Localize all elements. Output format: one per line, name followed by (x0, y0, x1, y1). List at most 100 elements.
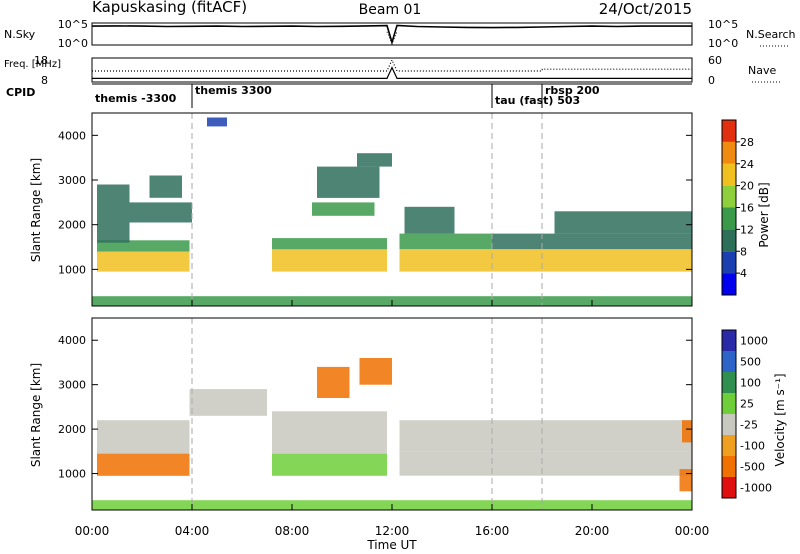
velocity-panel: 1000 2000 3000 4000 00:00 04:00 08:00 12:00 16:… (29, 317, 787, 552)
heatmap-cell-9 (399, 420, 692, 452)
y-tick-label: 3000 (58, 174, 86, 187)
power-colorbar-segment (722, 120, 736, 142)
velocity-colorbar-label: 500 (740, 356, 761, 369)
power-ylabel: Slant Range [km] (29, 158, 43, 262)
x-tick-label: 00:00 (675, 524, 710, 538)
velocity-background (92, 318, 692, 510)
heatmap-cell-4 (129, 202, 192, 223)
heatmap-cell-2 (97, 420, 190, 454)
heatmap-cell-5 (149, 175, 182, 198)
heatmap-cell-6 (317, 366, 350, 398)
heatmap-cell-9 (317, 166, 380, 198)
station-title: Kapuskasing (fitACF) (92, 0, 247, 16)
freq-series-2 (92, 58, 692, 72)
velocity-colorbar-label: Velocity [m s⁻¹] (773, 373, 787, 466)
heatmap-cell-4 (272, 453, 387, 476)
power-panel: 1000 2000 3000 4000 Slant Range [km] 4 8 12 16… (29, 112, 771, 307)
freq-right-label: Nave (748, 64, 776, 77)
power-colorbar-segment (722, 273, 736, 295)
velocity-colorbar-label: 25 (740, 398, 754, 411)
power-colorbar-segment (722, 163, 736, 186)
velocity-colorbar-frame (721, 329, 737, 499)
freq-left-tick-bottom: 8 (41, 74, 48, 87)
heatmap-cell-17 (207, 117, 227, 127)
cpid-entry: rbsp 200 (545, 84, 600, 97)
power-colorbar-label: 20 (740, 180, 754, 193)
power-colorbar-label: 28 (740, 136, 754, 149)
freq-frame (91, 57, 693, 83)
velocity-colorbar-segment (722, 330, 736, 351)
velocity-colorbar-label: -100 (740, 440, 765, 453)
noise-left-tick-top: 10^5 (58, 18, 88, 31)
velocity-colorbar-segment (722, 414, 736, 435)
heatmap-cell-13 (404, 206, 455, 234)
x-tick-label: 12:00 (375, 524, 410, 538)
freq-series-1 (92, 66, 692, 80)
velocity-colorbar-segment (722, 372, 736, 393)
x-tick-label: 16:00 (475, 524, 510, 538)
heatmap-cell-1 (97, 251, 190, 272)
power-colorbar-label: 16 (740, 202, 754, 215)
noise-series-2 (386, 31, 398, 45)
power-colorbar-label: 8 (740, 245, 747, 258)
freq-left-label: Freq. [MHz] (4, 59, 61, 70)
velocity-colorbar-label: -25 (740, 419, 758, 432)
heatmap-cell-15 (492, 233, 692, 250)
power-colorbar-label: 12 (740, 223, 754, 236)
heatmap-cell-7 (272, 238, 387, 250)
x-tick-label: 00:00 (75, 524, 110, 538)
date-title: 24/Oct/2015 (599, 0, 692, 18)
heatmap-cell-14 (492, 249, 692, 272)
cpid-entry: themis 3300 (195, 84, 272, 97)
x-tick-label: 04:00 (175, 524, 210, 538)
power-colorbar-label: Power [dB] (757, 182, 771, 247)
heatmap-cell-6 (272, 249, 387, 272)
velocity-colorbar-segment (722, 351, 736, 372)
power-colorbar-segment (722, 185, 736, 208)
heatmap-cell-11 (399, 249, 492, 272)
heatmap-cell-11 (682, 420, 692, 443)
power-colorbar-segment (722, 251, 736, 274)
heatmap-cell-10 (357, 153, 392, 167)
velocity-colorbar-label: 1000 (740, 335, 768, 348)
y-tick-label: 4000 (58, 129, 86, 142)
frequency-panel: Freq. [MHz] 18 8 60 0 Nave (4, 54, 780, 87)
noise-right-tick-top: 10^5 (708, 18, 738, 31)
velocity-colorbar-segment (722, 435, 736, 456)
x-tick-label: 20:00 (575, 524, 610, 538)
power-colorbar-label: 4 (740, 267, 747, 280)
noise-right-tick-bottom: 10^0 (708, 37, 738, 50)
velocity-colorbar-label: -1000 (740, 482, 772, 495)
velocity-colorbar-segment (722, 393, 736, 414)
x-tick-label: 08:00 (275, 524, 310, 538)
noise-series-1 (91, 24, 692, 46)
heatmap-cell-16 (554, 211, 692, 234)
noise-right-label: N.Search (746, 28, 796, 41)
cpid-panel: CPID themis -3300 themis 3300 tau (fast) 5… (6, 83, 692, 108)
power-colorbar-label: 24 (740, 158, 754, 171)
velocity-colorbar-segment (722, 456, 736, 477)
velocity-xlabel: Time UT (366, 538, 417, 552)
heatmap-cell-5 (272, 411, 387, 454)
y-tick-label: 2000 (58, 219, 86, 232)
velocity-colorbar-label: 100 (740, 377, 761, 390)
noise-panel: N.Sky 10^5 10^0 10^5 10^0 N.Search (4, 18, 796, 50)
cpid-label: CPID (6, 86, 35, 99)
freq-right-tick-bottom: 0 (708, 74, 715, 87)
y-tick-label: 4000 (58, 334, 86, 347)
heatmap-cell-1 (97, 453, 190, 476)
heatmap-cell-7 (359, 358, 392, 385)
power-colorbar-segment (722, 207, 736, 230)
freq-left-tick-top: 18 (34, 54, 48, 67)
power-colorbar-segment (722, 141, 736, 164)
y-tick-label: 1000 (58, 263, 86, 276)
velocity-colorbar-segment (722, 477, 736, 498)
freq-right-tick-top: 60 (708, 54, 722, 67)
cpid-entry: tau (fast) 503 (495, 94, 580, 107)
y-tick-label: 3000 (58, 379, 86, 392)
noise-left-tick-bottom: 10^0 (58, 37, 88, 50)
heatmap-cell-3 (97, 184, 130, 243)
velocity-ylabel: Slant Range [km] (29, 363, 43, 467)
noise-left-label: N.Sky (4, 28, 36, 41)
